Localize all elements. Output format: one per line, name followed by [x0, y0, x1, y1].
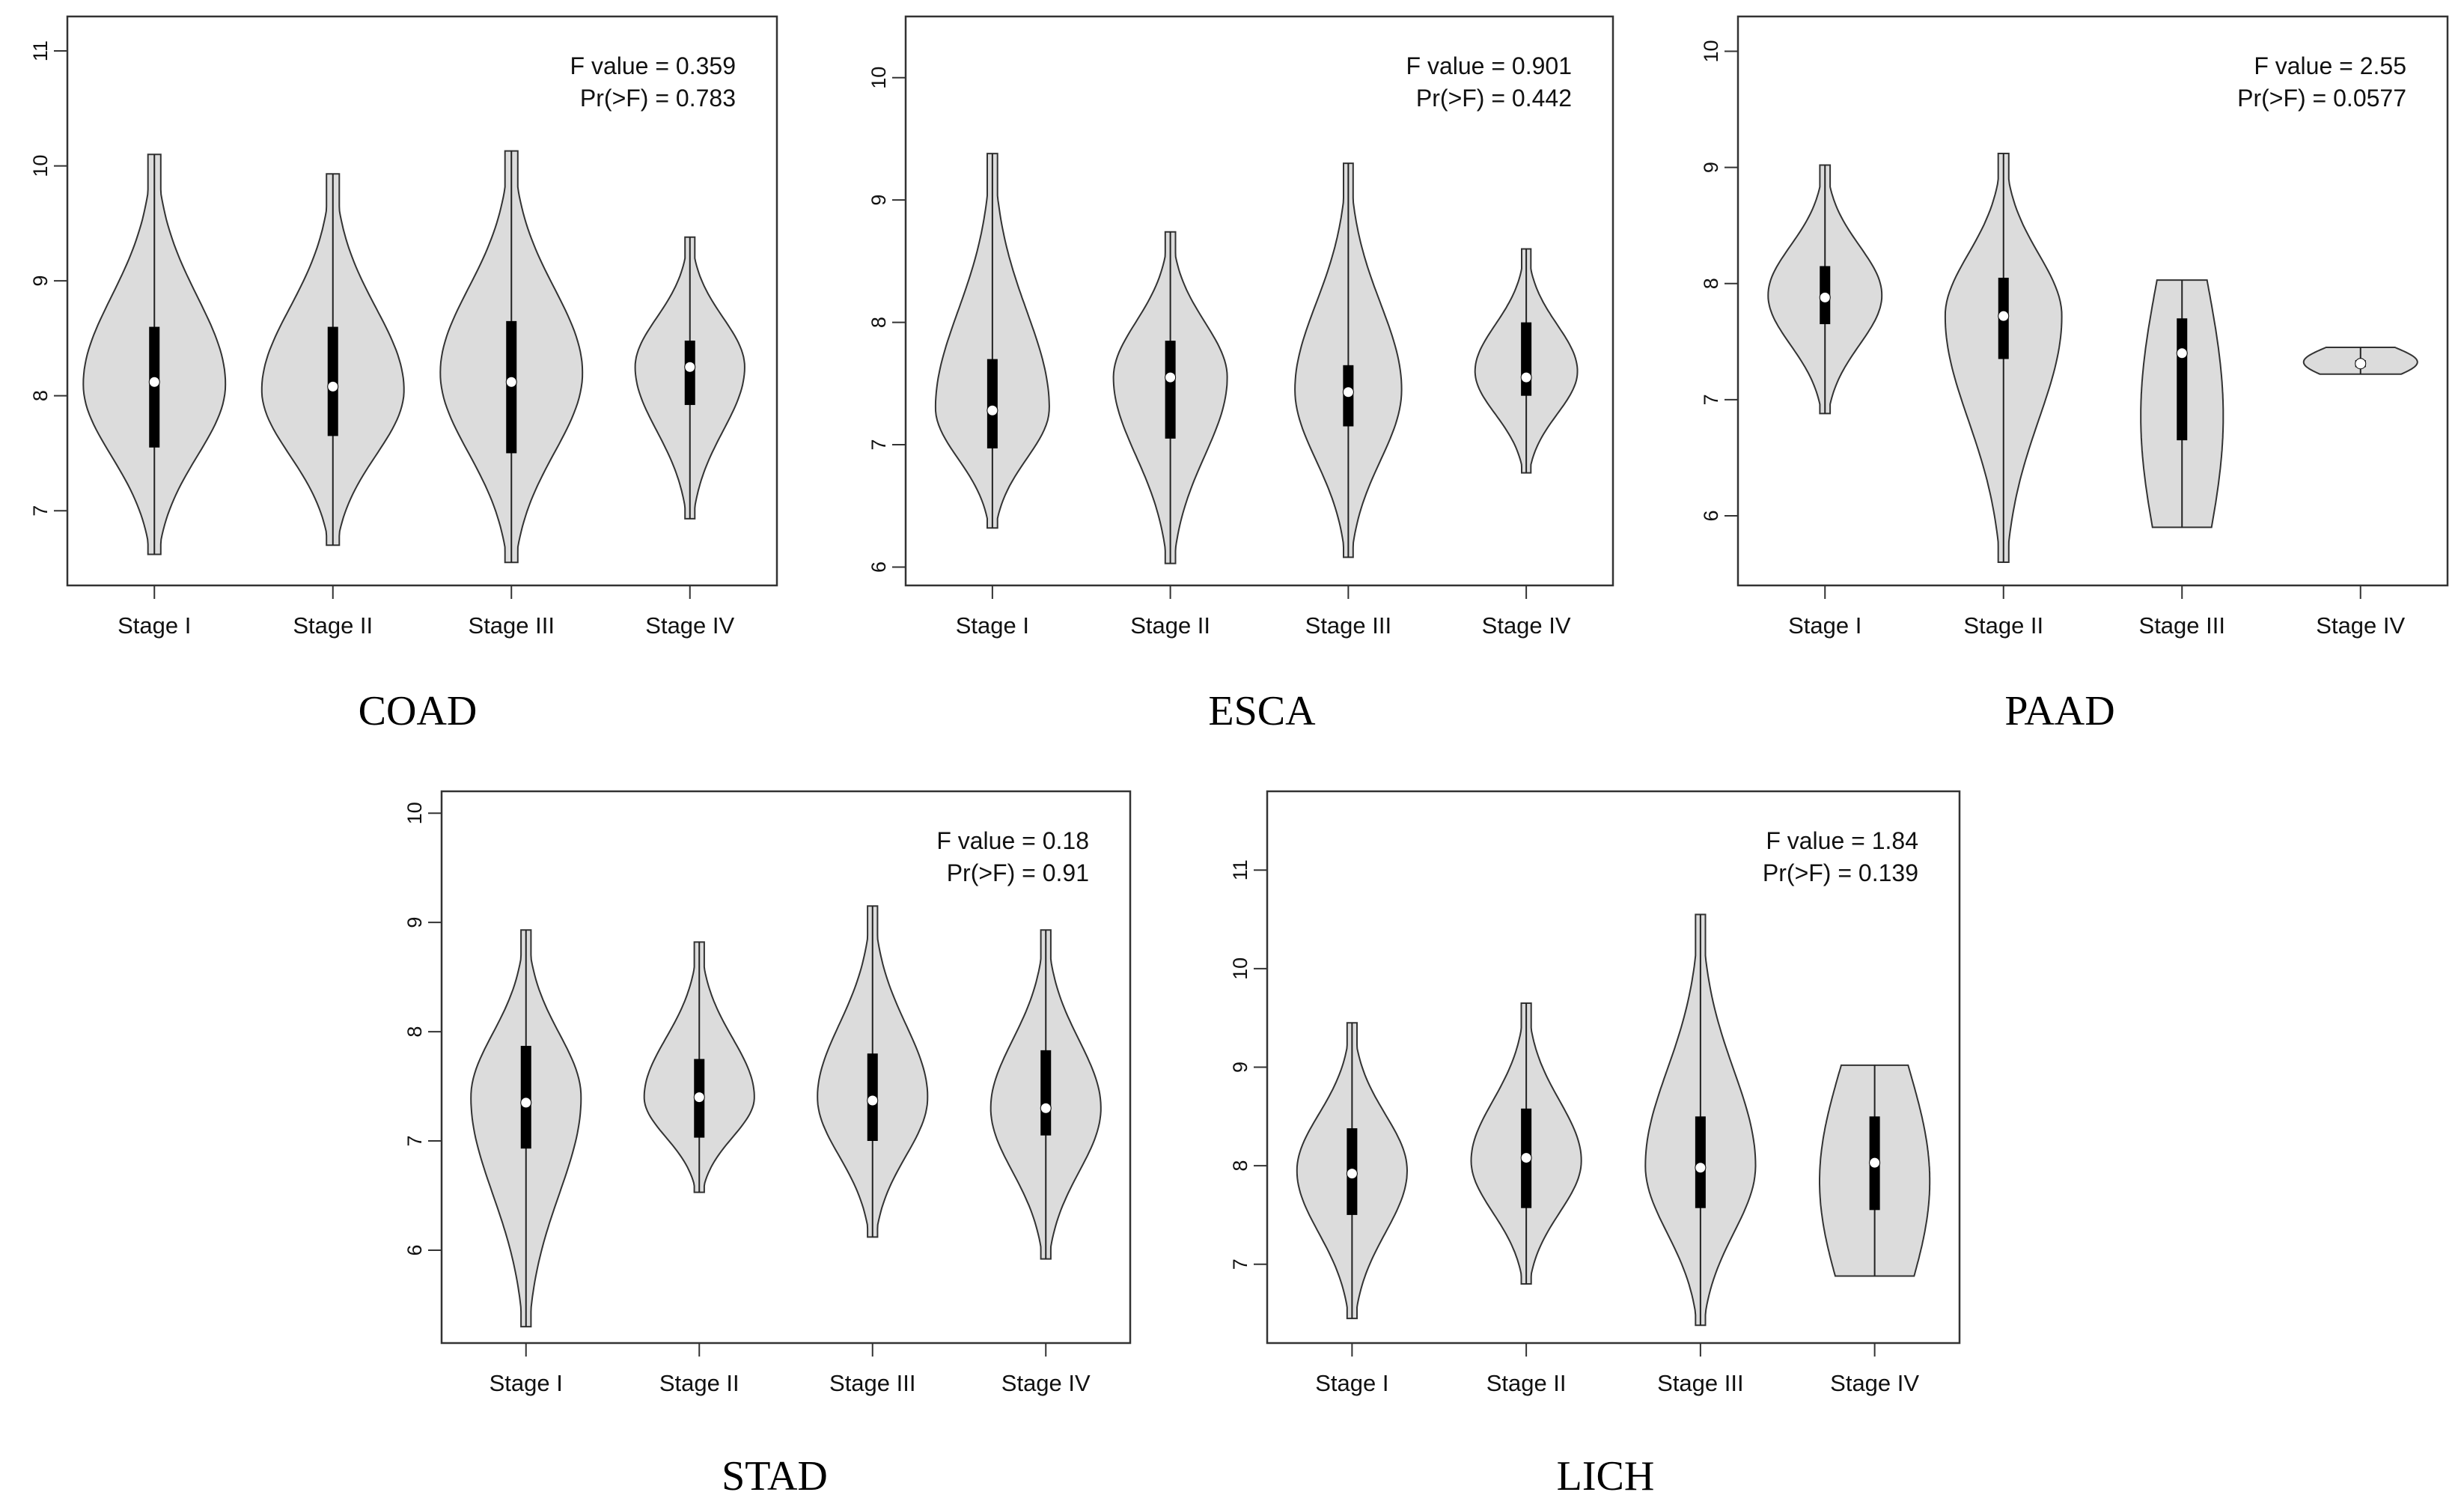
f-value-label: F value = 0.18 [936, 827, 1089, 854]
x-tick-label: Stage II [293, 612, 373, 639]
y-tick-label: 10 [867, 67, 890, 89]
violin-median-point [520, 1097, 532, 1109]
x-tick-label: Stage II [1130, 612, 1210, 639]
y-tick-label: 6 [867, 561, 890, 573]
violin-median-point [148, 376, 160, 388]
x-tick-label: Stage II [1963, 612, 2043, 639]
y-tick-label: 9 [867, 195, 890, 206]
panel-title: STAD [722, 1453, 828, 1500]
y-tick-label: 8 [403, 1026, 426, 1038]
y-tick-label: 9 [403, 917, 426, 928]
x-tick-label: Stage IV [1482, 612, 1571, 639]
y-tick-label: 10 [1229, 958, 1251, 980]
violin-median-point [684, 361, 696, 373]
x-tick-label: Stage I [956, 612, 1029, 639]
p-value-label: Pr(>F) = 0.139 [1763, 859, 1918, 886]
violin-median-point [986, 404, 998, 416]
y-tick-label: 11 [1229, 859, 1251, 880]
x-tick-label: Stage IV [645, 612, 734, 639]
violin-median-point [2355, 358, 2367, 370]
p-value-label: Pr(>F) = 0.783 [580, 85, 736, 112]
y-tick-label: 10 [1700, 40, 1722, 63]
x-tick-label: Stage III [1657, 1370, 1743, 1396]
violin-iqr-box [1040, 1050, 1052, 1136]
violin-median-point [1520, 1152, 1532, 1164]
y-tick-label: 10 [403, 802, 426, 824]
plot-frame [1736, 15, 2449, 587]
y-tick-label: 8 [29, 390, 52, 401]
x-tick-label: Stage III [829, 1370, 915, 1396]
violin-median-point [505, 376, 517, 388]
chart-panel-coad: 7 8 9 10 11 Stage I Stage II Stage III Stage IV F… [29, 15, 778, 734]
violin-iqr-box [2177, 318, 2188, 441]
x-tick-label: Stage I [490, 1370, 563, 1396]
y-tick-label: 8 [867, 317, 890, 328]
x-tick-label: Stage II [659, 1370, 739, 1396]
violin-iqr-box [1165, 341, 1176, 439]
x-tick-label: Stage IV [1001, 1370, 1091, 1396]
y-tick-label: 6 [403, 1244, 426, 1255]
violin-median-point [1695, 1162, 1707, 1174]
x-tick-label: Stage IV [2316, 612, 2405, 639]
x-tick-label: Stage II [1486, 1370, 1567, 1396]
y-tick-label: 8 [1229, 1160, 1251, 1172]
p-value-label: Pr(>F) = 0.0577 [2237, 85, 2406, 112]
violin-median-point [1040, 1102, 1052, 1114]
y-tick-label: 9 [1229, 1062, 1251, 1073]
panel-title: PAAD [2004, 688, 2114, 734]
f-value-label: F value = 0.901 [1406, 52, 1572, 79]
y-tick-label: 9 [1700, 162, 1722, 173]
panel-title: ESCA [1208, 688, 1316, 734]
violin-median-point [2176, 347, 2188, 359]
x-tick-label: Stage IV [1830, 1370, 1919, 1396]
violin-median-point [867, 1095, 879, 1106]
violin-median-point [1819, 291, 1831, 303]
y-tick-label: 7 [1700, 394, 1722, 405]
y-tick-label: 7 [29, 505, 52, 517]
plot-frame [66, 15, 778, 587]
y-tick-label: 11 [29, 40, 52, 61]
y-tick-label: 6 [1700, 510, 1722, 521]
p-value-label: Pr(>F) = 0.442 [1416, 85, 1572, 112]
violin-median-point [693, 1092, 705, 1103]
chart-panel-esca: 6 7 8 9 10 Stage I Stage II Stage III Stage IV F … [867, 15, 1614, 734]
x-tick-label: Stage III [1305, 612, 1391, 639]
y-tick-label: 7 [867, 439, 890, 451]
y-tick-label: 9 [29, 275, 52, 287]
plot-frame [904, 15, 1614, 587]
y-tick-label: 10 [29, 155, 52, 177]
violin-iqr-box [986, 359, 998, 448]
y-tick-label: 7 [403, 1135, 426, 1146]
x-tick-label: Stage III [469, 612, 555, 639]
p-value-label: Pr(>F) = 0.91 [947, 859, 1089, 886]
violin-iqr-box [684, 340, 695, 405]
violin-median-point [327, 380, 339, 392]
plot-frame [440, 790, 1132, 1345]
violin-median-point [1520, 371, 1532, 383]
chart-panel-stad: 6 7 8 9 10 Stage I Stage II Stage III Stage IV F … [403, 790, 1132, 1500]
x-tick-label: Stage I [1315, 1370, 1388, 1396]
y-tick-label: 7 [1229, 1258, 1251, 1270]
x-tick-label: Stage I [1788, 612, 1861, 639]
violin-median-point [1998, 310, 2010, 322]
chart-panel-lich: 7 8 9 10 11 Stage I Stage II Stage III Stage IV F… [1229, 790, 1961, 1500]
violin-median-point [1342, 386, 1354, 398]
violin-median-point [1165, 371, 1177, 383]
x-tick-label: Stage I [118, 612, 191, 639]
violin-iqr-box [1521, 322, 1532, 396]
violin-median-point [1869, 1157, 1881, 1169]
y-tick-label: 8 [1700, 278, 1722, 289]
panel-title: LICH [1557, 1453, 1655, 1500]
chart-panel-paad: 6 7 8 9 10 Stage I Stage II Stage III Stage IV F … [1700, 15, 2449, 734]
x-tick-label: Stage III [2139, 612, 2225, 639]
panel-title: COAD [359, 688, 478, 734]
f-value-label: F value = 1.84 [1766, 827, 1918, 854]
f-value-label: F value = 0.359 [570, 52, 736, 79]
f-value-label: F value = 2.55 [2254, 52, 2406, 79]
violin-median-point [1346, 1168, 1358, 1180]
